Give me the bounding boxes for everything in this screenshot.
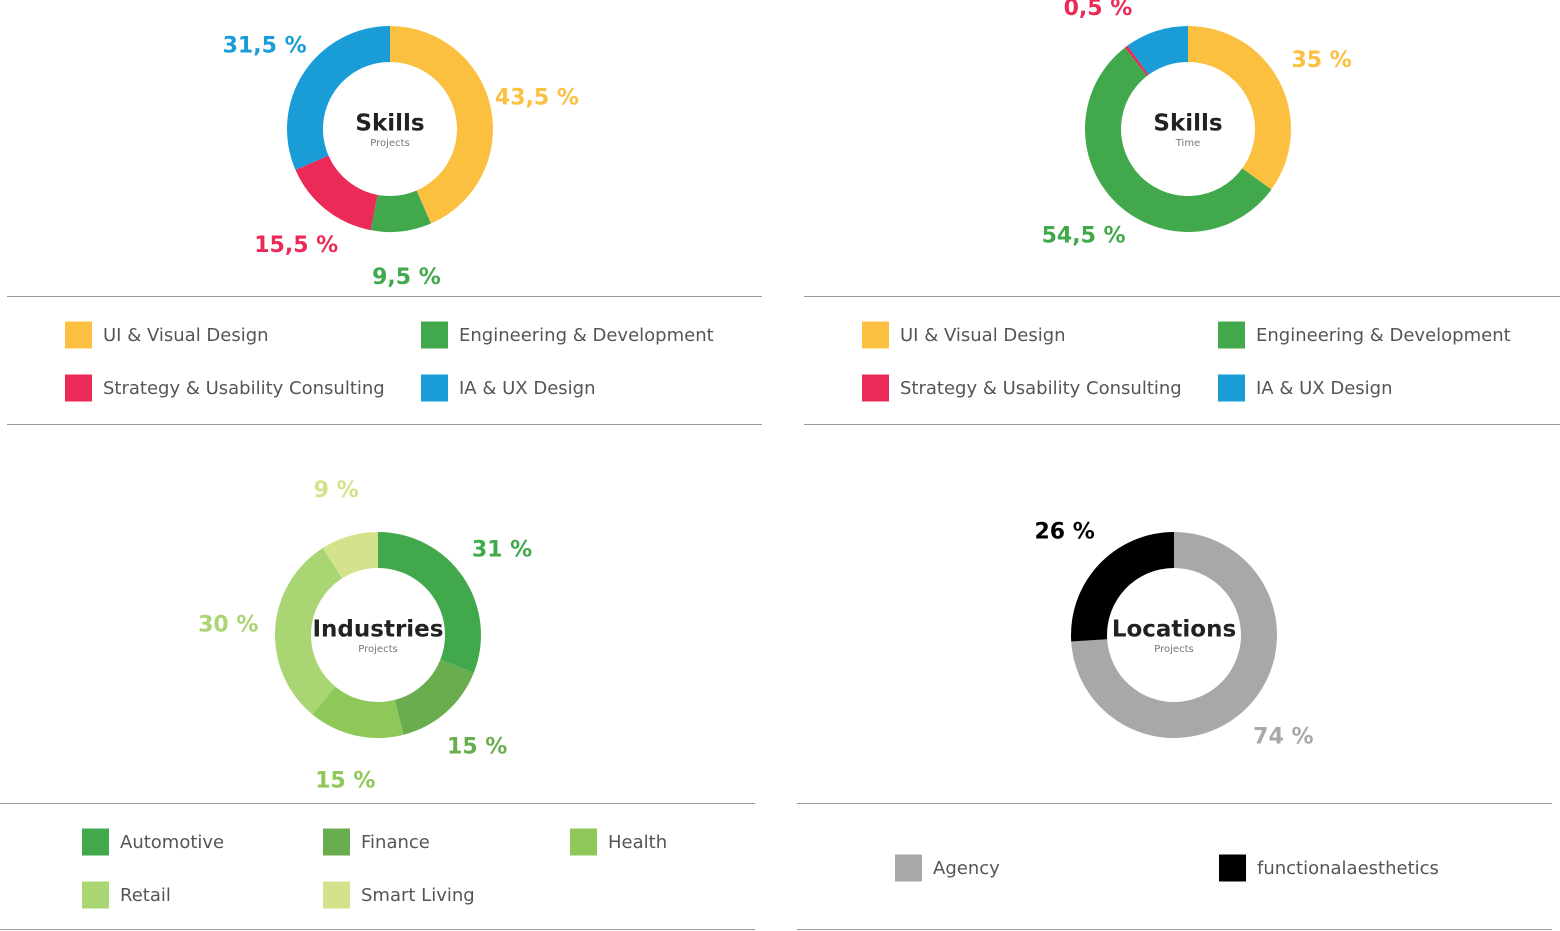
legend-swatch: [65, 321, 92, 349]
chart-title: Locations: [1112, 617, 1236, 643]
value-label: 15,5 %: [254, 233, 338, 258]
legend-label: UI & Visual Design: [103, 325, 269, 346]
donut-slice: [1127, 26, 1188, 75]
value-label: 30 %: [198, 613, 258, 638]
legend-swatch: [421, 374, 448, 402]
value-label: 9,5 %: [372, 265, 441, 290]
value-label: 15 %: [315, 768, 375, 793]
legend-swatch: [862, 321, 889, 349]
chart-subtitle: Projects: [1154, 644, 1193, 655]
value-label: 9 %: [314, 478, 359, 503]
legend-swatch: [82, 828, 109, 856]
legend-swatch: [1218, 374, 1245, 402]
legend-swatch: [1218, 321, 1245, 349]
donut-slice: [378, 532, 482, 673]
donut-slice: [295, 155, 378, 231]
donut-slice: [287, 26, 390, 170]
legend-label: IA & UX Design: [459, 378, 595, 399]
donut-slice: [322, 532, 378, 579]
legend-label: Engineering & Development: [459, 325, 714, 346]
legend-label: Strategy & Usability Consulting: [103, 378, 385, 399]
donut-slice: [1188, 26, 1291, 190]
donut-slice: [394, 659, 474, 735]
legend-swatch: [862, 374, 889, 402]
legend-label: UI & Visual Design: [900, 325, 1066, 346]
legend-swatch: [323, 881, 350, 909]
legend-swatch: [82, 881, 109, 909]
chart-subtitle: Time: [1175, 138, 1200, 149]
legend-swatch: [65, 374, 92, 402]
legend-swatch: [570, 828, 597, 856]
chart-title: Skills: [355, 111, 424, 137]
value-label: 74 %: [1253, 725, 1313, 750]
value-label: 54,5 %: [1042, 224, 1126, 249]
donut-slice: [1085, 47, 1272, 233]
legend-swatch: [1219, 854, 1246, 882]
legend-label: Agency: [933, 858, 1000, 879]
value-label: 31 %: [472, 538, 532, 563]
value-label: 43,5 %: [495, 86, 579, 111]
legend-swatch: [895, 854, 922, 882]
legend-label: IA & UX Design: [1256, 378, 1392, 399]
chart-title: Skills: [1153, 111, 1222, 137]
donut-slice: [312, 686, 404, 738]
legend-label: Strategy & Usability Consulting: [900, 378, 1182, 399]
donut-slice: [390, 26, 493, 224]
donut-slice: [275, 548, 343, 715]
chart-subtitle: Projects: [370, 138, 409, 149]
legend-label: functionalaesthetics: [1257, 858, 1439, 879]
legend-label: Smart Living: [361, 885, 475, 906]
donut-slice: [370, 190, 431, 232]
value-label: 31,5 %: [223, 34, 307, 59]
chart-subtitle: Projects: [358, 644, 397, 655]
donut-slice: [1071, 532, 1277, 738]
value-label: 35 %: [1291, 48, 1351, 73]
value-label: 0,5 %: [1064, 0, 1133, 21]
legend-label: Engineering & Development: [1256, 325, 1511, 346]
legend-label: Automotive: [120, 832, 224, 853]
donut-slice: [1071, 532, 1174, 642]
legend-swatch: [323, 828, 350, 856]
chart-title: Industries: [313, 617, 444, 643]
legend-swatch: [421, 321, 448, 349]
value-label: 15 %: [447, 735, 507, 760]
value-label: 26 %: [1034, 519, 1094, 544]
legend-label: Finance: [361, 832, 430, 853]
legend-label: Retail: [120, 885, 171, 906]
legend-label: Health: [608, 832, 667, 853]
donut-slice: [1124, 45, 1149, 77]
